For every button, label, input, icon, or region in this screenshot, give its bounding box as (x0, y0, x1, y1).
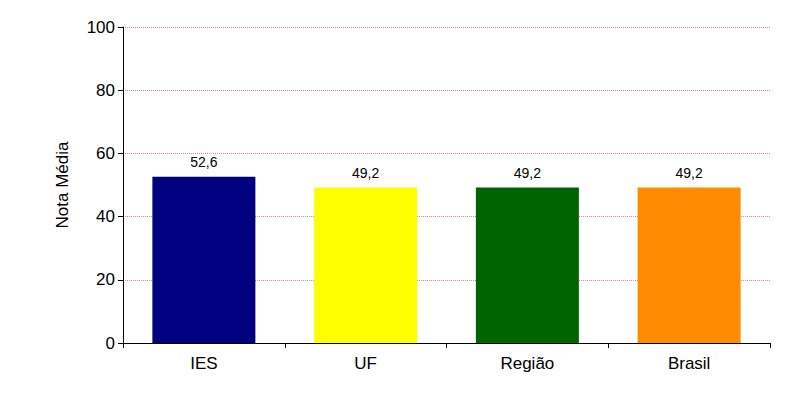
svg-text:Brasil: Brasil (668, 354, 711, 373)
svg-text:49,2: 49,2 (514, 165, 541, 181)
svg-text:40: 40 (96, 207, 115, 226)
svg-text:60: 60 (96, 144, 115, 163)
svg-text:100: 100 (87, 18, 115, 37)
svg-text:UF: UF (354, 354, 377, 373)
svg-text:49,2: 49,2 (676, 165, 703, 181)
svg-text:20: 20 (96, 270, 115, 289)
svg-text:Região: Região (500, 354, 554, 373)
svg-text:80: 80 (96, 81, 115, 100)
svg-text:52,6: 52,6 (190, 154, 217, 170)
svg-text:Nota Média: Nota Média (53, 141, 72, 228)
svg-text:49,2: 49,2 (352, 165, 379, 181)
svg-text:IES: IES (190, 354, 217, 373)
svg-text:0: 0 (106, 334, 115, 353)
